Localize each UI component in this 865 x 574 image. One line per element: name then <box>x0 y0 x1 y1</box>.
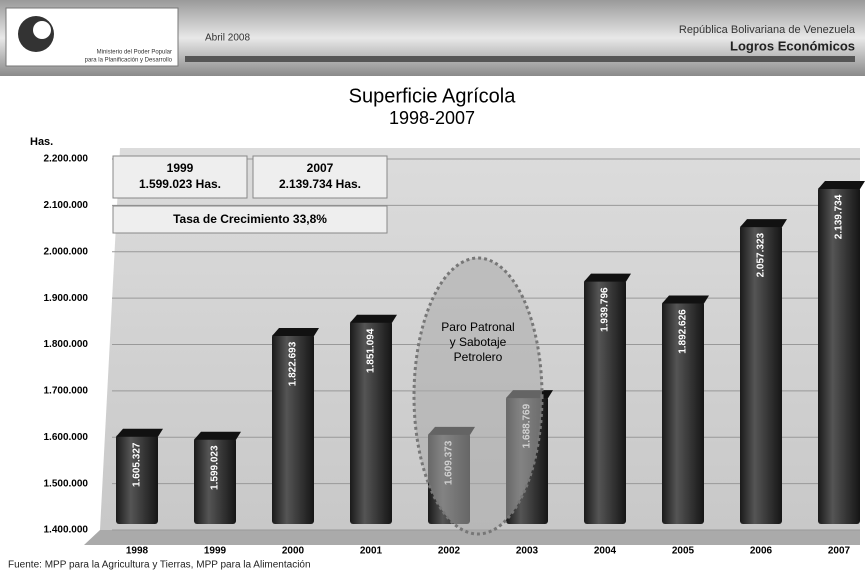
bar <box>818 186 860 524</box>
highlight-ellipse <box>412 256 544 536</box>
annotation: 2007 <box>307 161 334 175</box>
value-label: 1.605.327 <box>132 442 143 487</box>
bar-top <box>740 219 787 228</box>
y-tick-label: 1.400.000 <box>44 525 89 536</box>
value-label: 1.822.693 <box>288 341 299 386</box>
x-tick-label: 2006 <box>750 546 773 557</box>
y-tick-label: 1.500.000 <box>44 478 89 489</box>
bar-top <box>584 273 631 282</box>
bar <box>584 279 626 524</box>
bar-top <box>194 431 241 440</box>
section: Logros Económicos <box>730 38 855 53</box>
x-tick-label: 2003 <box>516 546 539 557</box>
x-tick-label: 2007 <box>828 546 851 557</box>
bar-top <box>662 295 709 304</box>
y-tick-label: 1.800.000 <box>44 339 89 350</box>
logo <box>33 21 51 39</box>
y-tick-label: 1.700.000 <box>44 386 89 397</box>
ministry: Ministerio del Poder Popular <box>97 50 172 56</box>
value-label: 1.599.023 <box>210 445 221 490</box>
y-tick-label: 2.000.000 <box>44 246 89 257</box>
x-tick-label: 2000 <box>282 546 305 557</box>
bar <box>116 434 158 524</box>
annotation: 2.139.734 Has. <box>279 177 361 191</box>
bar <box>272 333 314 524</box>
y-tick-label: 2.100.000 <box>44 200 89 211</box>
annotation: Paro Patronal <box>441 320 514 334</box>
source: Fuente: MPP para la Agricultura y Tierra… <box>8 560 311 571</box>
x-tick-label: 2004 <box>594 546 617 557</box>
annotation: Tasa de Crecimiento 33,8% <box>173 212 327 226</box>
value-label: 1.851.094 <box>366 328 377 373</box>
bar-top <box>116 428 163 437</box>
bar-top <box>350 314 397 323</box>
bar-top <box>818 180 865 189</box>
country: República Bolivariana de Venezuela <box>679 24 856 36</box>
ministry: para la Planificación y Desarrollo <box>85 58 173 64</box>
x-tick-label: 2001 <box>360 546 383 557</box>
value-label: 1.892.626 <box>678 309 689 354</box>
callout-box <box>252 155 388 199</box>
chart-subtitle: 1998-2007 <box>389 108 475 128</box>
x-tick-label: 2002 <box>438 546 461 557</box>
bar <box>740 225 782 525</box>
x-tick-label: 2005 <box>672 546 695 557</box>
date: Abril 2008 <box>205 33 250 44</box>
header-rule <box>185 56 855 62</box>
value-label: 1.939.796 <box>600 287 611 332</box>
annotation: 1.599.023 Has. <box>139 177 221 191</box>
y-tick-label: 1.900.000 <box>44 293 89 304</box>
bar-top <box>272 327 319 336</box>
value-label: 2.139.734 <box>834 194 845 239</box>
bar <box>194 437 236 524</box>
chart-title: Superficie Agrícola <box>349 85 517 107</box>
bar <box>350 320 392 524</box>
bar <box>662 301 704 524</box>
value-label: 2.057.323 <box>756 232 767 277</box>
annotation: y Sabotaje <box>450 335 507 349</box>
y-axis-label: Has. <box>30 136 53 148</box>
callout-box <box>112 205 388 234</box>
annotation: 1999 <box>167 161 194 175</box>
y-tick-label: 2.200.000 <box>44 154 89 165</box>
x-tick-label: 1998 <box>126 546 149 557</box>
x-tick-label: 1999 <box>204 546 227 557</box>
floor <box>84 530 860 545</box>
annotation: Petrolero <box>454 350 503 364</box>
callout-box <box>112 155 248 199</box>
y-tick-label: 1.600.000 <box>44 432 89 443</box>
